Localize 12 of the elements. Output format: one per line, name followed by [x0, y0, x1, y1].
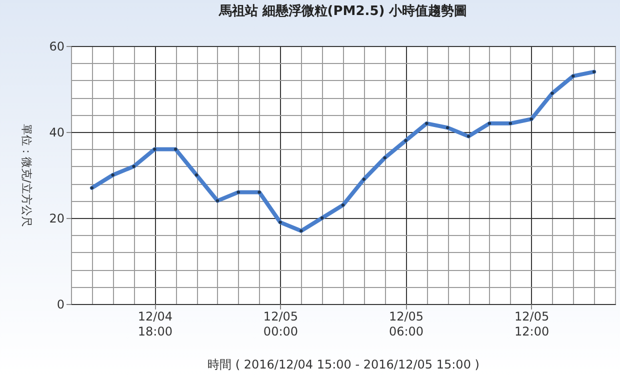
- x-tick-label: 12/05 00:00: [263, 310, 298, 338]
- y-tick-label: 0: [56, 298, 64, 312]
- chart-title: 馬祖站 細懸浮微粒(PM2.5) 小時值趨勢圖: [218, 3, 468, 19]
- y-axis-title: 單位：微克/立方公尺: [20, 124, 34, 227]
- y-tick-label: 20: [49, 212, 64, 226]
- y-tick-label: 40: [49, 126, 64, 140]
- x-tick-label: 12/04 18:00: [138, 310, 172, 338]
- x-tick-label: 12/05 06:00: [388, 310, 424, 338]
- x-axis-title: 時間 ( 2016/12/04 15:00 - 2016/12/05 15:00 ): [208, 358, 480, 372]
- x-tick-label: 12/05 12:00: [514, 310, 550, 338]
- line-series: [90, 70, 596, 233]
- y-tick-label: 60: [49, 40, 64, 54]
